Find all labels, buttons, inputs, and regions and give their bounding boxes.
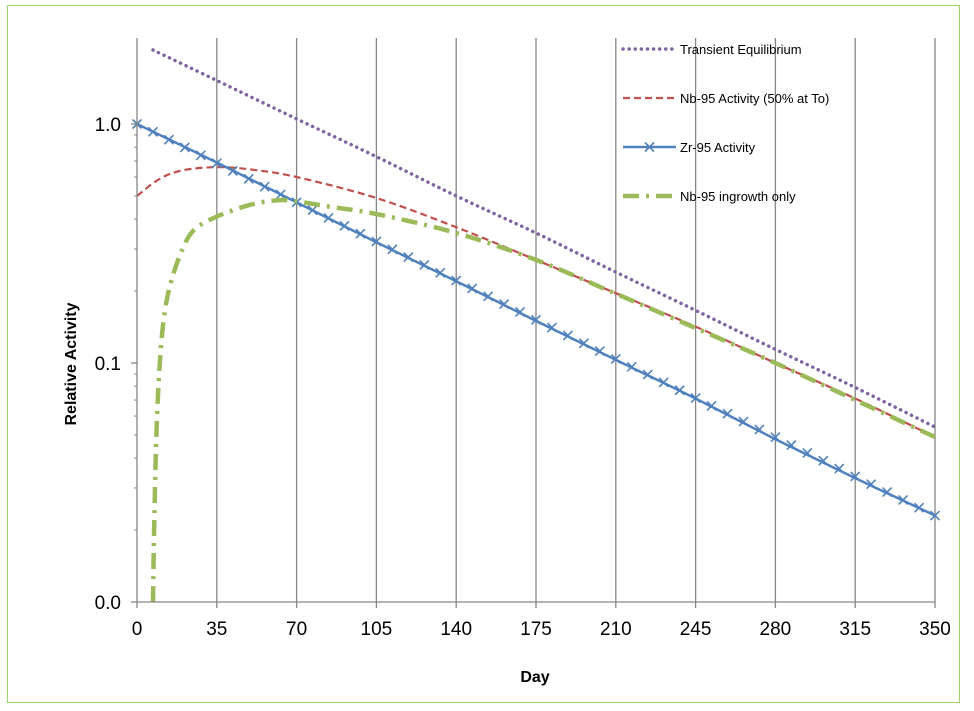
legend-label: Transient Equilibrium: [680, 42, 802, 57]
data-point-marker: [467, 283, 478, 294]
data-point-marker: [419, 259, 430, 271]
data-point-marker: [818, 455, 829, 466]
data-point-marker: [786, 440, 797, 451]
data-point-marker: [227, 165, 238, 177]
data-point-marker: [610, 353, 621, 364]
data-point-marker: [514, 306, 526, 318]
series-transient-equilibrium: [151, 48, 937, 429]
data-point-marker: [722, 408, 733, 419]
data-point-marker: [387, 244, 398, 255]
data-point-marker: [403, 252, 414, 263]
x-tick-label-350: 350: [919, 619, 951, 640]
x-tick-label-245: 245: [680, 619, 712, 640]
x-tick-label-315: 315: [839, 619, 871, 640]
x-tick-label-105: 105: [361, 619, 393, 640]
series-zr-95-activity: [131, 118, 941, 521]
data-point-marker: [706, 400, 717, 411]
data-point-marker: [802, 447, 813, 458]
x-axis-title: Day: [520, 669, 549, 686]
data-point-marker: [195, 150, 206, 161]
data-point-marker: [339, 220, 350, 231]
legend-marker: [644, 141, 655, 153]
data-point-marker: [211, 158, 222, 169]
legend-label: Nb-95 ingrowth only: [680, 189, 796, 204]
legend-item-nb-95-ingrowth-only: Nb-95 ingrowth only: [623, 189, 796, 204]
data-point-marker: [307, 205, 318, 216]
legend-label: Zr-95 Activity: [680, 140, 756, 155]
grid-layer: [216, 38, 936, 602]
series-line-nb-95-ingrowth-only: [150, 197, 936, 603]
data-point-marker: [499, 299, 510, 310]
data-point-marker: [754, 424, 765, 435]
data-point-marker: [147, 126, 159, 137]
data-point-marker: [483, 291, 494, 302]
data-point-marker: [626, 361, 637, 372]
data-point-marker: [243, 173, 254, 184]
data-point-marker: [770, 432, 781, 443]
data-point-marker: [898, 494, 909, 505]
data-point-marker: [658, 377, 669, 388]
data-point-marker: [642, 369, 653, 380]
data-point-marker: [929, 510, 941, 521]
data-point-marker: [323, 212, 334, 224]
data-point-marker: [355, 228, 366, 239]
data-point-marker: [371, 236, 382, 247]
legend: Transient Equilibrium Nb-95 Activity (50%…: [621, 42, 829, 204]
x-tick-label-0: 0: [132, 619, 143, 640]
legend-label: Nb-95 Activity (50% at To): [680, 91, 829, 106]
x-tick-label-210: 210: [600, 619, 632, 640]
series-line-transient-equilibrium: [151, 48, 937, 429]
data-point-marker: [435, 267, 446, 278]
data-point-marker: [594, 346, 605, 357]
x-tick-label-280: 280: [760, 619, 792, 640]
data-point-marker: [850, 471, 861, 482]
data-point-marker: [259, 181, 270, 192]
series-layer: [131, 48, 941, 603]
y-tick-label-0.1: 0.1: [95, 354, 121, 375]
data-point-marker: [834, 463, 845, 474]
data-point-marker: [275, 189, 286, 200]
data-point-marker: [530, 314, 542, 325]
data-point-marker: [913, 502, 925, 513]
legend-item-transient-equilibrium: Transient Equilibrium: [621, 42, 802, 57]
y-tick-label-1.0: 1.0: [95, 115, 121, 136]
legend-item-nb-95-activity-50-at-to: Nb-95 Activity (50% at To): [623, 91, 829, 106]
legend-item-zr-95-activity: Zr-95 Activity: [623, 140, 756, 155]
axis-layer: 0 35 70 105 140 175 210 245 280 315 350 0.0 0.1 1.0: [95, 38, 951, 640]
y-tick-label-0.0: 0.0: [95, 593, 121, 614]
series-nb-95-ingrowth-only: [150, 197, 936, 603]
data-point-marker: [690, 393, 701, 404]
chart-frame: [7, 5, 960, 703]
data-point-marker: [738, 416, 749, 427]
data-point-marker: [546, 322, 558, 333]
x-tick-label-70: 70: [286, 619, 307, 640]
x-tick-label-140: 140: [440, 619, 472, 640]
data-point-marker: [562, 330, 573, 341]
data-point-marker: [866, 479, 877, 490]
data-point-marker: [179, 142, 190, 153]
y-axis-title: Relative Activity: [63, 302, 80, 425]
data-point-marker: [163, 134, 174, 145]
x-tick-label-35: 35: [206, 619, 227, 640]
data-point-marker: [451, 275, 462, 286]
data-point-marker: [882, 486, 893, 498]
x-tick-label-175: 175: [520, 619, 552, 640]
data-point-marker: [674, 385, 685, 396]
data-point-marker: [578, 338, 589, 349]
